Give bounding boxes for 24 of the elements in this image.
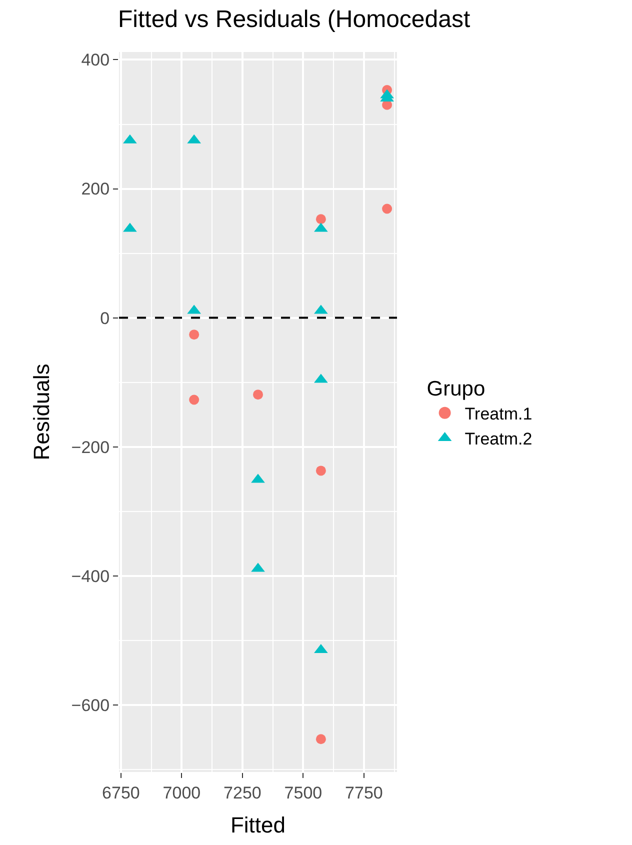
- x-axis-title: Fitted: [230, 812, 286, 838]
- chart-title: Fitted vs Residuals (Homocedast: [118, 6, 470, 33]
- legend-label: Treatm.1: [464, 404, 532, 424]
- x-tick-label: 7000: [162, 783, 201, 802]
- point: [316, 466, 326, 476]
- x-tick-label: 6750: [102, 783, 140, 802]
- legend-title: Grupo: [426, 377, 486, 400]
- point: [316, 214, 326, 224]
- point: [382, 204, 392, 214]
- point: [316, 734, 326, 744]
- point: [189, 330, 200, 340]
- x-tick-label: 7500: [284, 783, 322, 802]
- y-tick-label: 200: [81, 180, 110, 199]
- y-tick-label: 400: [81, 50, 110, 70]
- point: [189, 394, 200, 405]
- point: [253, 390, 263, 400]
- y-axis-title: Residuals: [29, 364, 54, 460]
- y-tick-label: −200: [71, 438, 110, 457]
- y-tick-label: −400: [71, 566, 110, 586]
- legend-label: Treatm.2: [464, 430, 532, 449]
- x-tick-label: 7750: [345, 783, 383, 802]
- y-tick-label: −600: [71, 696, 110, 715]
- x-tick-label: 7250: [224, 783, 262, 802]
- y-tick-label: 0: [100, 308, 110, 328]
